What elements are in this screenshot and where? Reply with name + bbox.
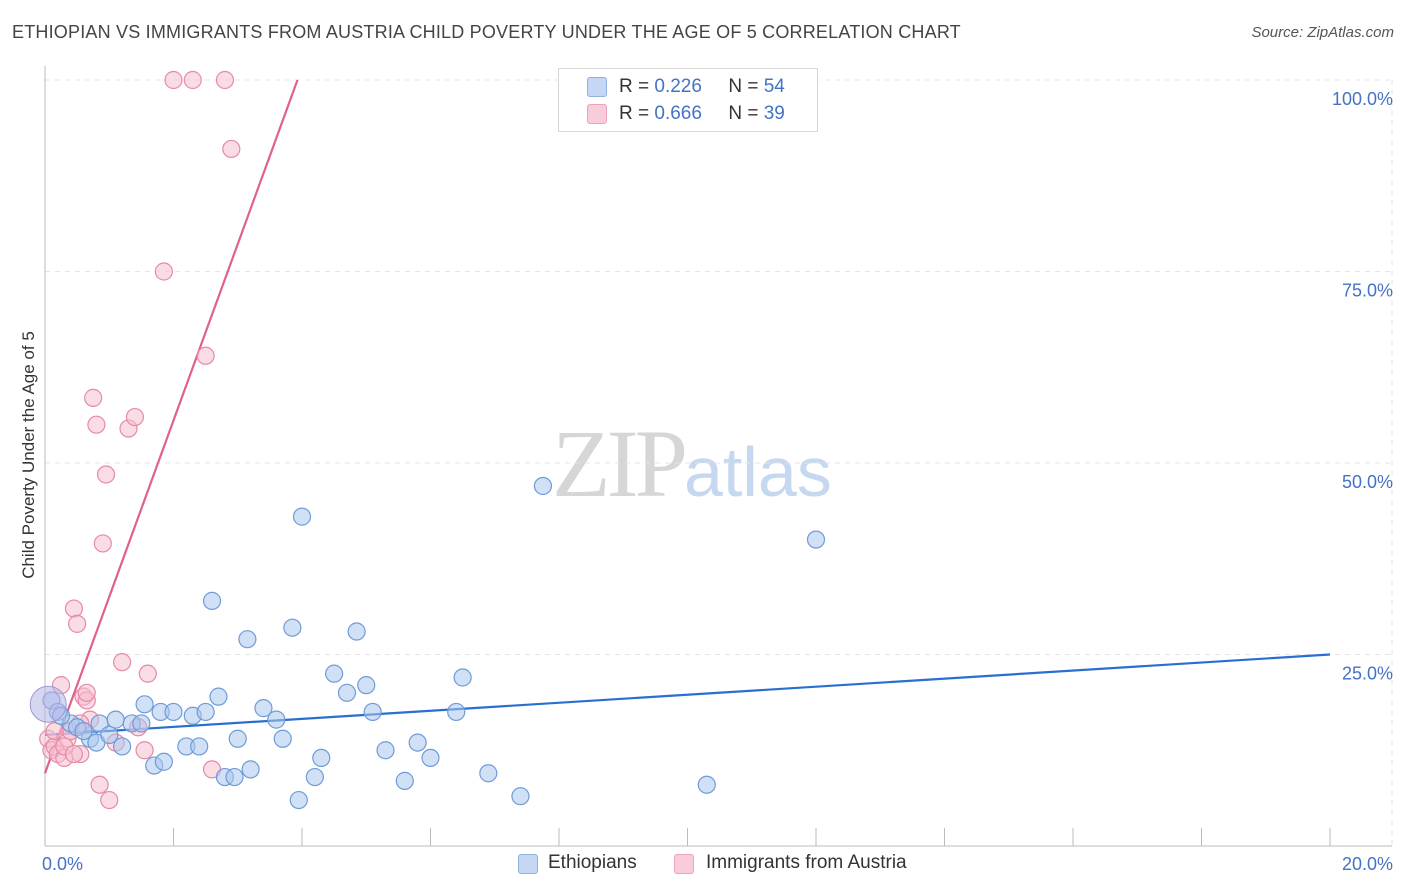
y-tick-label: 50.0% xyxy=(1342,472,1393,492)
ethiopian-point xyxy=(154,752,173,771)
ethiopian-point xyxy=(289,790,308,810)
austria-point xyxy=(90,775,109,794)
austria-point xyxy=(135,741,154,760)
austria-point xyxy=(68,614,87,633)
austria-point xyxy=(45,721,64,741)
y-tick-label: 100.0% xyxy=(1332,89,1393,109)
austria-point xyxy=(64,599,84,618)
legend-r-value: 0.666 xyxy=(654,103,702,124)
legend-swatch-austria xyxy=(587,104,607,124)
ethiopian-point xyxy=(511,787,530,806)
ethiopian-point xyxy=(325,664,344,683)
ethiopian-point xyxy=(74,721,93,741)
ethiopian-cluster-point xyxy=(29,685,67,723)
austria-point xyxy=(125,407,145,427)
ethiopian-point xyxy=(209,687,228,706)
austria-point xyxy=(183,70,202,90)
watermark-atlas: atlas xyxy=(684,433,832,511)
x-tick-label-min: 0.0% xyxy=(42,854,83,874)
ethiopian-point xyxy=(447,702,466,722)
austria-point xyxy=(164,70,183,90)
austria-point xyxy=(215,70,234,90)
ethiopian-point xyxy=(135,695,154,714)
legend-n-value: 54 xyxy=(763,76,785,97)
y-tick-label: 25.0% xyxy=(1342,664,1393,684)
ethiopian-point xyxy=(112,737,132,756)
data-points xyxy=(29,70,826,810)
austria-point xyxy=(87,415,106,434)
ethiopian-point xyxy=(106,710,125,729)
ethiopian-point xyxy=(202,591,222,610)
austria-point xyxy=(112,653,132,672)
ethiopian-point xyxy=(479,764,498,783)
austria-point xyxy=(93,534,112,553)
austria-point xyxy=(222,139,241,159)
legend-row-austria: R = 0.666 N = 39 xyxy=(619,103,785,125)
austria-point xyxy=(196,346,215,365)
ethiopian-point xyxy=(408,733,427,752)
austria-point xyxy=(96,465,116,484)
legend-swatch-ethiopians xyxy=(587,77,607,97)
legend-n-label: N = xyxy=(728,103,759,124)
austria-point xyxy=(84,388,103,407)
correlation-legend: R = 0.226 N = 54 R = 0.666 N = 39 xyxy=(558,68,818,132)
austria-trend-line xyxy=(43,79,299,774)
ethiopian-point xyxy=(196,702,215,722)
ethiopian-point xyxy=(164,702,183,722)
ethiopian-point xyxy=(267,710,286,729)
legend-r-value: 0.226 xyxy=(654,76,702,97)
bottom-legend-swatch-austria xyxy=(674,854,694,874)
ethiopian-point xyxy=(806,530,826,549)
ethiopian-point xyxy=(376,741,395,760)
ethiopian-point xyxy=(273,729,292,748)
ethiopian-point xyxy=(238,630,257,649)
bottom-legend-austria: Immigrants from Austria xyxy=(706,852,907,873)
y-axis-label: Child Poverty Under the Age of 5 xyxy=(19,331,38,579)
ethiopian-point xyxy=(357,676,376,695)
gridlines xyxy=(45,79,1393,846)
tick-labels: 25.0% 50.0% 75.0% 100.0% 0.0% 20.0% xyxy=(42,89,1393,874)
austria-point xyxy=(100,790,119,810)
ethiopian-point xyxy=(225,767,244,787)
source-credit: Source: ZipAtlas.com xyxy=(1251,24,1394,41)
ethiopian-point xyxy=(190,737,209,756)
ethiopian-point xyxy=(453,668,472,687)
legend-row-ethiopians: R = 0.226 N = 54 xyxy=(619,76,785,98)
ethiopian-point xyxy=(697,775,716,794)
legend-n-value: 39 xyxy=(763,103,785,124)
bottom-legend-swatch-ethiopians xyxy=(518,854,538,874)
ethiopian-point xyxy=(100,725,119,745)
ethiopian-point xyxy=(347,622,366,641)
ethiopian-point xyxy=(363,702,382,722)
ethiopian-point xyxy=(283,618,302,637)
ethiopian-point xyxy=(254,699,273,718)
ethiopian-point xyxy=(132,714,151,733)
x-tick-label-max: 20.0% xyxy=(1342,854,1393,874)
ethiopian-point xyxy=(228,729,247,748)
ethiopian-point xyxy=(421,748,440,768)
ethiopian-point xyxy=(395,771,414,790)
watermark: ZIPatlas xyxy=(552,408,832,519)
ethiopian-point xyxy=(241,760,260,779)
legend-r-label: R = xyxy=(619,103,650,124)
legend-r-label: R = xyxy=(619,76,650,97)
ethiopian-point xyxy=(305,767,324,787)
chart-title: ETHIOPIAN VS IMMIGRANTS FROM AUSTRIA CHI… xyxy=(12,22,961,42)
austria-point xyxy=(77,683,96,702)
y-tick-label: 75.0% xyxy=(1342,281,1393,301)
bottom-legend-ethiopians: Ethiopians xyxy=(548,852,637,873)
austria-point xyxy=(138,664,157,683)
legend-n-label: N = xyxy=(728,76,759,97)
ethiopian-point xyxy=(533,476,553,496)
ethiopian-point xyxy=(292,507,312,526)
austria-point xyxy=(64,744,84,764)
axes xyxy=(44,66,1392,847)
ethiopian-point xyxy=(337,683,357,702)
ethiopians-trend-line xyxy=(44,653,1331,737)
trend-lines xyxy=(43,79,1331,774)
austria-point xyxy=(154,262,173,281)
ethiopian-point xyxy=(312,748,331,768)
